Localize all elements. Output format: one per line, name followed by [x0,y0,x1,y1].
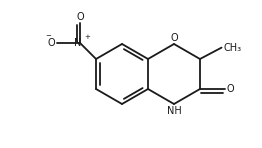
Text: O: O [227,84,234,94]
Text: +: + [84,34,90,40]
Text: O: O [170,33,178,42]
Text: O: O [77,12,84,21]
Text: N: N [74,38,81,48]
Text: CH₃: CH₃ [223,43,242,53]
Text: NH: NH [167,106,181,116]
Text: −: − [45,33,51,39]
Text: O: O [47,38,55,48]
